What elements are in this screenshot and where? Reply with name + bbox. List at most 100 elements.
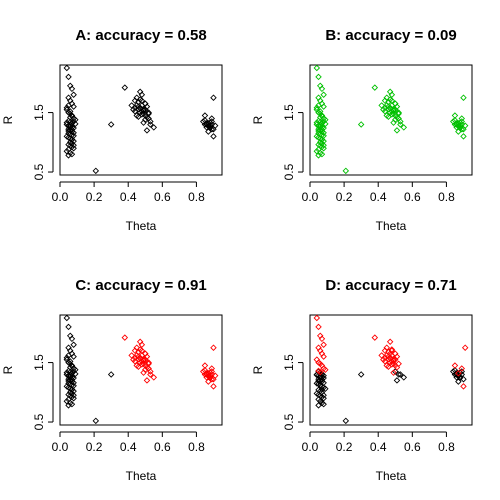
data-point (386, 105, 394, 112)
data-point (388, 111, 396, 118)
data-point (383, 344, 390, 351)
data-point (390, 119, 397, 126)
data-point (63, 119, 71, 126)
data-point (135, 113, 142, 120)
data-point (397, 118, 404, 125)
chart-panel: C: accuracy = 0.91 0.0 0.2 0.4 0.6 0.8 0.5 1.5 T… (1, 277, 223, 483)
data-point (397, 121, 404, 128)
data-point (107, 371, 115, 378)
data-point (318, 126, 326, 134)
data-point (66, 364, 74, 371)
data-point (70, 387, 77, 395)
data-point (318, 85, 326, 93)
x-axis-label: Theta (126, 469, 157, 483)
data-point (70, 368, 77, 375)
data-point (461, 122, 469, 129)
data-point (66, 114, 74, 121)
data-point (313, 119, 321, 126)
data-point (65, 152, 72, 159)
data-point (386, 355, 394, 362)
chart-title: B: accuracy = 0.09 (325, 27, 456, 44)
data-point (318, 335, 326, 343)
data-point (320, 353, 327, 360)
data-point (150, 374, 158, 381)
data-point (70, 142, 77, 149)
data-point (121, 334, 129, 341)
data-point (390, 369, 397, 376)
data-point (140, 119, 147, 126)
data-point (208, 115, 216, 122)
data-point (147, 368, 154, 375)
data-point (400, 374, 408, 381)
y-tick-label: 0.5 (282, 413, 296, 430)
data-point (65, 127, 72, 135)
data-point (121, 84, 129, 91)
data-point (451, 362, 459, 369)
data-point (383, 102, 390, 109)
x-tick-label: 0.4 (120, 440, 137, 454)
data-point (92, 417, 100, 425)
data-point (210, 344, 217, 351)
data-point (145, 110, 152, 117)
x-axis-label: Theta (376, 469, 407, 483)
plot-frame (309, 64, 473, 176)
data-point (68, 136, 76, 143)
data-point (68, 400, 76, 408)
x-tick-label: 0.6 (404, 190, 421, 204)
data-point (208, 365, 216, 372)
data-point (371, 84, 379, 91)
data-point (128, 352, 135, 359)
data-point (315, 402, 322, 409)
x-tick-label: 0.2 (86, 190, 103, 204)
data-point (63, 397, 71, 405)
data-point (68, 85, 76, 93)
data-point (70, 395, 77, 402)
data-point (397, 371, 404, 378)
data-point (70, 353, 77, 360)
data-point (70, 145, 77, 152)
data-point (128, 102, 135, 109)
x-tick-label: 0.4 (370, 190, 387, 204)
data-point (66, 121, 74, 129)
data-point (316, 121, 324, 129)
data-point (68, 362, 76, 370)
data-point (203, 370, 210, 378)
data-point (211, 372, 219, 379)
data-point (388, 346, 396, 353)
data-point (313, 314, 321, 322)
data-point (138, 361, 146, 368)
data-point (458, 125, 466, 133)
data-point (357, 371, 365, 378)
y-tick-label: 0.5 (282, 163, 296, 180)
data-point (140, 369, 147, 376)
data-point (388, 91, 396, 98)
data-point (385, 363, 392, 370)
data-point (147, 121, 154, 128)
data-point (460, 383, 467, 390)
data-point (383, 94, 390, 101)
data-point (210, 94, 217, 101)
chart-title: C: accuracy = 0.91 (75, 277, 206, 294)
data-point (208, 375, 216, 383)
x-tick-label: 0.0 (302, 440, 319, 454)
data-point (320, 103, 327, 110)
data-point (318, 386, 326, 393)
data-point (315, 152, 322, 159)
data-point (147, 118, 154, 125)
data-point (318, 136, 326, 143)
data-point (357, 121, 365, 128)
data-point (455, 370, 462, 377)
data-point (320, 91, 327, 98)
data-point (72, 370, 79, 378)
data-point (210, 383, 217, 390)
data-point (136, 96, 144, 103)
data-point (393, 127, 401, 134)
data-point (63, 354, 71, 362)
data-point (386, 338, 394, 345)
data-point (460, 133, 467, 140)
data-point (66, 108, 74, 115)
y-tick-label: 1.5 (32, 104, 46, 121)
data-point (315, 73, 322, 81)
